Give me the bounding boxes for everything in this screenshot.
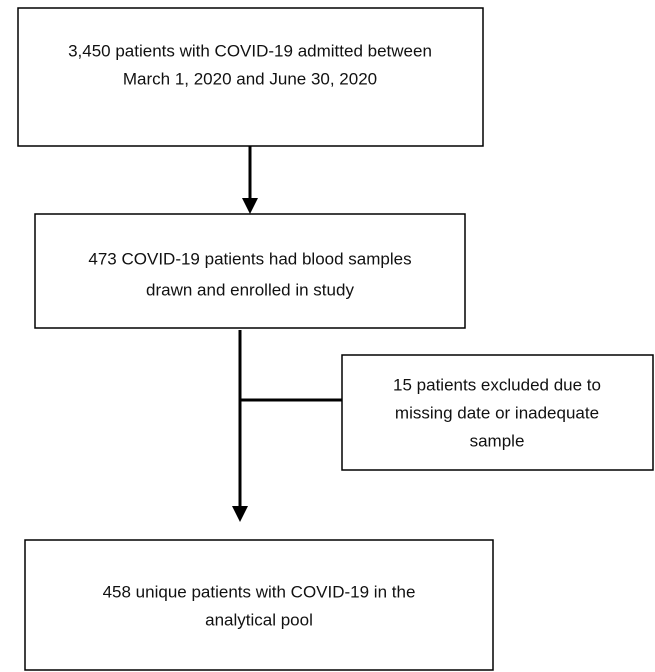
node-text: 473 COVID-19 patients had blood samples — [88, 249, 411, 268]
node-text: analytical pool — [205, 610, 313, 629]
box-excluded — [341, 354, 654, 471]
arrow-head — [242, 198, 258, 214]
node-text: March 1, 2020 and June 30, 2020 — [123, 69, 377, 88]
node-text: missing date or inadequate — [395, 403, 599, 422]
arrow-head — [232, 506, 248, 522]
box-enrolled — [34, 213, 466, 329]
node-text: sample — [470, 431, 525, 450]
node-text: 458 unique patients with COVID-19 in the — [103, 582, 416, 601]
node-text: 3,450 patients with COVID-19 admitted be… — [68, 41, 432, 60]
box-admitted — [17, 7, 484, 147]
node-text: drawn and enrolled in study — [146, 280, 354, 299]
node-text: 15 patients excluded due to — [393, 375, 601, 394]
box-analytical — [24, 539, 494, 671]
